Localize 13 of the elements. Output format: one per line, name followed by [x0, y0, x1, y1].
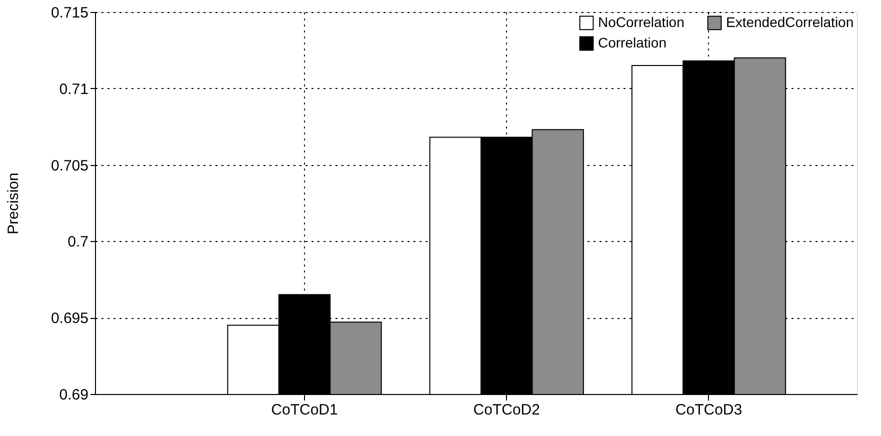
y-tick-label: 0.71	[59, 80, 88, 98]
y-axis-title: Precision	[4, 172, 22, 234]
y-tick-label: 0.69	[59, 386, 88, 404]
y-tick-label: 0.7	[68, 234, 88, 251]
legend-label: Correlation	[598, 34, 666, 50]
y-tick-label: 0.695	[50, 310, 88, 328]
y-tick-label: 0.715	[50, 4, 88, 22]
legend-label: NoCorrelation	[598, 14, 684, 30]
y-tick-label: 0.705	[50, 157, 88, 174]
legend-label: ExtendedCorrelation	[726, 14, 854, 30]
x-tick-label: CoTCoD2	[473, 402, 540, 418]
x-tick-label: CoTCoD3	[675, 402, 742, 418]
x-tick-label: CoTCoD1	[271, 402, 338, 418]
